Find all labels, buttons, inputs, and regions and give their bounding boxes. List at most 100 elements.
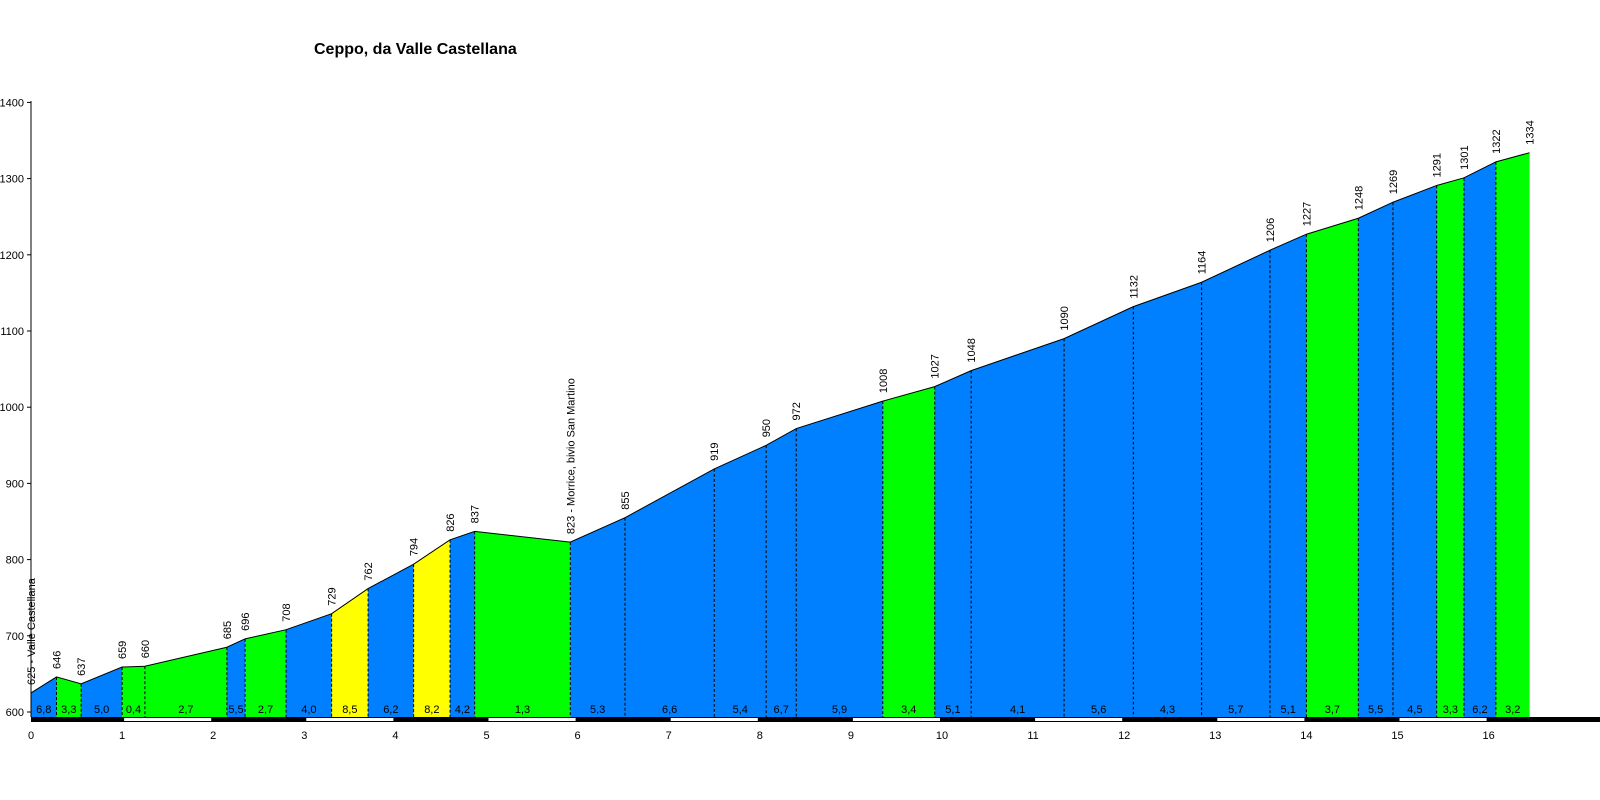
grade-label: 5,0 bbox=[94, 704, 109, 716]
segment-fill bbox=[31, 676, 57, 717]
km-scale-bar bbox=[31, 717, 1600, 722]
altitude-label: 637 bbox=[76, 657, 88, 675]
x-tick-label: 8 bbox=[757, 730, 763, 742]
grade-label: 3,2 bbox=[1505, 704, 1520, 716]
segment-fill bbox=[1392, 185, 1437, 717]
altitude-label: 823 - Morrice, bivio San Martino bbox=[565, 378, 577, 534]
y-tick-label: 700 bbox=[6, 631, 24, 643]
profile-outline bbox=[30, 152, 1530, 694]
altitude-label: 659 bbox=[117, 641, 129, 659]
km-bar-white-section bbox=[1399, 718, 1487, 721]
altitude-label: 794 bbox=[409, 538, 421, 556]
grade-label: 4,2 bbox=[455, 704, 470, 716]
x-tick-label: 16 bbox=[1482, 730, 1494, 742]
grade-label: 3,4 bbox=[901, 704, 916, 716]
altitude-label: 1027 bbox=[930, 354, 942, 378]
segment-fill bbox=[624, 468, 715, 717]
grade-label: 6,8 bbox=[36, 704, 51, 716]
segment-fill bbox=[1269, 234, 1307, 717]
altitude-label: 1301 bbox=[1459, 145, 1471, 169]
x-tick-label: 14 bbox=[1300, 730, 1312, 742]
altitude-label: 950 bbox=[761, 419, 773, 437]
grade-label: 5,3 bbox=[590, 704, 605, 716]
altitude-label: 729 bbox=[327, 587, 339, 605]
altitude-label: 1227 bbox=[1301, 202, 1313, 226]
x-tick-label: 5 bbox=[483, 730, 489, 742]
grade-label: 3,3 bbox=[61, 704, 76, 716]
x-tick-label: 1 bbox=[119, 730, 125, 742]
x-tick-label: 2 bbox=[210, 730, 216, 742]
grade-label: 3,7 bbox=[1325, 704, 1340, 716]
altitude-label: 1322 bbox=[1491, 129, 1503, 153]
altitude-label: 685 bbox=[222, 621, 234, 639]
y-tick-label: 1000 bbox=[0, 402, 24, 414]
altitude-label: 837 bbox=[470, 505, 482, 523]
segment-fill bbox=[368, 564, 414, 717]
altitude-label: 696 bbox=[240, 612, 252, 630]
grade-label: 8,2 bbox=[424, 704, 439, 716]
segment-fill bbox=[766, 428, 797, 717]
grade-label: 1,3 bbox=[515, 704, 530, 716]
altitude-label: 1008 bbox=[878, 369, 890, 393]
segment-fill bbox=[796, 401, 883, 717]
altitude-label: 1206 bbox=[1265, 218, 1277, 242]
x-tick-label: 12 bbox=[1118, 730, 1130, 742]
grade-label: 5,6 bbox=[1091, 704, 1106, 716]
segment-fill bbox=[226, 638, 246, 717]
altitude-labels: 625 - Valle Castellana 646 637 659 660 685 696… bbox=[26, 120, 1537, 685]
segment-fill bbox=[474, 531, 571, 717]
segment-fill bbox=[1495, 152, 1530, 717]
segment-fill bbox=[245, 629, 287, 717]
x-tick-label: 3 bbox=[301, 730, 307, 742]
segment-fill bbox=[714, 445, 767, 717]
altitude-label: 1269 bbox=[1388, 170, 1400, 194]
segment-fill bbox=[882, 386, 935, 717]
grade-label: 4,0 bbox=[301, 704, 316, 716]
grade-label: 5,5 bbox=[228, 704, 243, 716]
km-bar-base bbox=[31, 717, 1600, 722]
km-bar-white-section bbox=[306, 718, 394, 721]
y-tick-label: 600 bbox=[6, 707, 24, 719]
y-tick-label: 800 bbox=[6, 555, 24, 567]
grade-label: 6,2 bbox=[1472, 704, 1487, 716]
segment-fill bbox=[570, 517, 625, 717]
km-bar-white-section bbox=[1035, 718, 1123, 721]
grade-label: 5,1 bbox=[1281, 704, 1296, 716]
axes bbox=[27, 101, 32, 717]
segment-fill bbox=[1133, 282, 1202, 717]
segment-fill bbox=[1306, 218, 1359, 717]
profile-area bbox=[31, 152, 1530, 718]
segment-fill bbox=[122, 666, 145, 717]
grade-label: 3,3 bbox=[1443, 704, 1458, 716]
segment-fill bbox=[1464, 161, 1496, 717]
grade-labels: 6,8 3,3 5,0 0,4 2,7 5,5 2,7 4,0 8,5 6,2 8,2 4,2 1,3 5… bbox=[36, 704, 1520, 716]
grade-label: 6,7 bbox=[774, 704, 789, 716]
profile-line bbox=[30, 152, 1530, 694]
altitude-label: 1132 bbox=[1128, 275, 1140, 299]
x-tick-label: 9 bbox=[848, 730, 854, 742]
x-tick-label: 11 bbox=[1027, 730, 1038, 742]
y-tick-label: 1200 bbox=[0, 250, 24, 262]
altitude-label: 826 bbox=[445, 513, 457, 531]
grade-label: 2,7 bbox=[178, 704, 193, 716]
segment-dividers bbox=[56, 161, 1497, 717]
segment-fill bbox=[81, 667, 123, 717]
segment-fill bbox=[971, 338, 1065, 717]
altitude-label: 646 bbox=[52, 651, 64, 669]
grade-label: 5,4 bbox=[733, 704, 748, 716]
segment-fill bbox=[934, 370, 972, 717]
altitude-label: 1334 bbox=[1525, 120, 1537, 144]
grade-label: 4,5 bbox=[1407, 704, 1422, 716]
grade-label: 5,9 bbox=[832, 704, 847, 716]
segment-fill bbox=[56, 676, 82, 717]
altitude-label: 972 bbox=[791, 402, 803, 420]
altitude-label: 1291 bbox=[1432, 153, 1444, 177]
km-bar-white-section bbox=[488, 718, 576, 721]
segment-fill bbox=[450, 531, 475, 717]
grade-label: 6,6 bbox=[662, 704, 677, 716]
altitude-label: 1164 bbox=[1197, 251, 1209, 275]
segment-fill bbox=[1064, 306, 1134, 717]
segment-fill bbox=[1201, 250, 1270, 717]
